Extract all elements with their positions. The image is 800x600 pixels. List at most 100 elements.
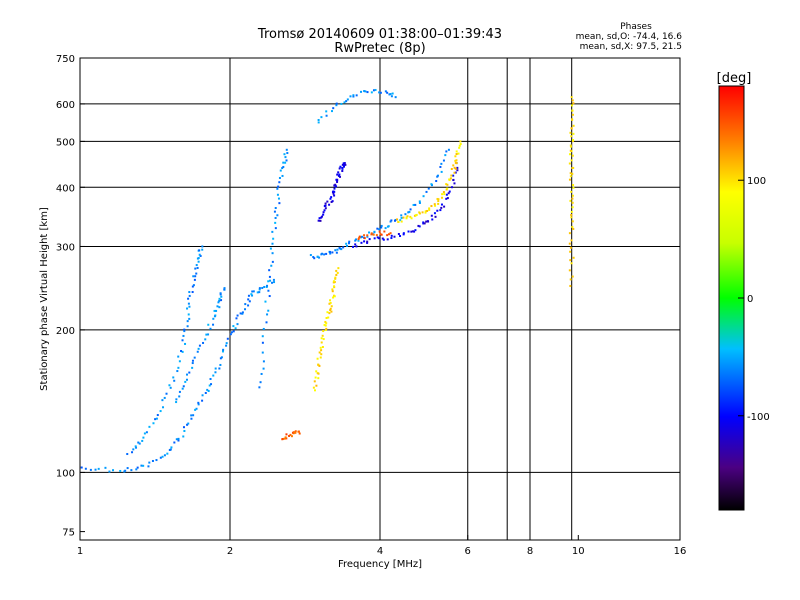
data-point (435, 180, 438, 183)
data-point (380, 226, 383, 229)
data-point (220, 356, 223, 359)
data-point (361, 235, 364, 238)
data-point (285, 148, 288, 151)
data-point (341, 167, 344, 170)
data-point (320, 216, 323, 219)
data-point (331, 251, 334, 254)
data-point (221, 350, 224, 353)
data-point (338, 175, 341, 178)
data-point (366, 241, 369, 244)
data-point (382, 238, 385, 241)
data-point (216, 305, 219, 308)
data-point (330, 310, 333, 313)
data-point (324, 202, 327, 205)
data-point (325, 114, 328, 117)
data-point (186, 320, 189, 323)
data-point (247, 294, 250, 297)
data-point (181, 339, 184, 342)
data-point (288, 434, 291, 437)
data-point (236, 323, 239, 326)
data-point (318, 364, 321, 367)
data-point (225, 344, 228, 347)
data-point (281, 174, 284, 177)
data-point (571, 197, 574, 200)
data-point (313, 380, 316, 383)
data-point (450, 174, 453, 177)
data-point (418, 200, 421, 203)
data-point (399, 235, 402, 238)
data-point (297, 430, 300, 433)
data-point (384, 90, 387, 93)
data-point (328, 203, 331, 206)
data-point (163, 396, 166, 399)
data-point (335, 251, 338, 254)
data-point (445, 197, 448, 200)
data-point (196, 257, 199, 260)
data-point (142, 436, 145, 439)
data-point (218, 299, 221, 302)
data-point (334, 249, 337, 252)
data-point (571, 109, 574, 112)
data-point (278, 176, 281, 179)
data-point (316, 255, 319, 258)
data-point (410, 217, 413, 220)
data-point (444, 154, 447, 157)
data-point (330, 305, 333, 308)
data-point (318, 217, 321, 220)
data-point (207, 333, 210, 336)
data-point (366, 91, 369, 94)
x-tick-label: 6 (465, 546, 471, 557)
data-point (459, 140, 462, 143)
data-point (571, 194, 574, 197)
data-point (571, 275, 574, 278)
data-point (451, 186, 454, 189)
data-point (370, 232, 373, 235)
x-axis-label: Frequency [MHz] (338, 559, 422, 570)
data-point (130, 469, 133, 472)
data-point (284, 156, 287, 159)
data-point (89, 468, 92, 471)
data-point (138, 442, 141, 445)
data-point (152, 422, 155, 425)
data-point (104, 466, 107, 469)
data-point (347, 242, 350, 245)
data-point (292, 431, 295, 434)
data-point (218, 306, 221, 309)
data-point (325, 317, 328, 320)
data-point (317, 121, 320, 124)
data-point (271, 230, 274, 233)
data-point (282, 165, 285, 168)
data-point (265, 285, 268, 288)
data-point (191, 291, 194, 294)
data-point (320, 116, 323, 119)
data-point (187, 313, 190, 316)
data-point (323, 323, 326, 326)
data-point (322, 211, 325, 214)
data-point (331, 288, 334, 291)
data-point (147, 465, 150, 468)
data-point (571, 154, 574, 157)
data-point (333, 187, 336, 190)
data-point (386, 238, 389, 241)
data-point (340, 248, 343, 251)
data-point (154, 418, 157, 421)
data-point (445, 183, 448, 186)
data-point (570, 190, 573, 193)
data-point (569, 145, 572, 148)
data-point (322, 330, 325, 333)
data-point (352, 94, 355, 97)
data-point (330, 196, 333, 199)
data-point (454, 155, 457, 158)
data-point (181, 387, 184, 390)
data-point (140, 464, 143, 467)
data-point (201, 248, 204, 251)
data-point (271, 260, 274, 263)
data-point (156, 414, 159, 417)
data-point (428, 208, 431, 211)
data-point (155, 417, 158, 420)
data-point (430, 205, 433, 208)
data-point (572, 227, 575, 230)
data-point (321, 215, 324, 218)
data-point (457, 152, 460, 155)
data-point (94, 468, 97, 471)
